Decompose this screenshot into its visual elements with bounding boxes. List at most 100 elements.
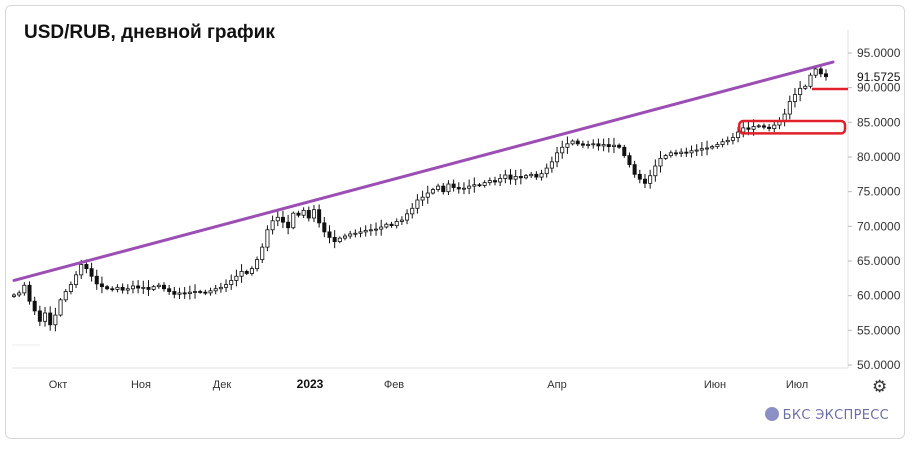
gear-icon[interactable]: ⚙ (872, 377, 888, 396)
candle (301, 207, 306, 219)
brand-mark-icon (764, 407, 779, 421)
y-tick-label: 65.0000 (857, 254, 901, 268)
candle (68, 281, 73, 295)
x-tick-label: Июл (786, 379, 808, 391)
candle (570, 139, 575, 146)
candle (327, 225, 332, 244)
candle (684, 147, 689, 157)
x-tick-label: Июн (704, 379, 726, 391)
candle (508, 169, 513, 185)
candle (332, 230, 337, 249)
y-tick-label: 75.0000 (857, 185, 901, 199)
candle (642, 173, 647, 189)
candle (705, 140, 710, 156)
candle (461, 182, 466, 195)
candle (115, 284, 120, 293)
last-price-label: 91.5725 (857, 70, 901, 84)
candle (203, 289, 208, 296)
candle (498, 173, 503, 187)
candle (430, 187, 435, 195)
candle (32, 296, 37, 315)
candle (110, 286, 115, 292)
candle (224, 279, 229, 293)
candle (715, 142, 720, 149)
candle (756, 124, 761, 129)
candle (53, 307, 58, 332)
candle (275, 211, 280, 227)
candle (441, 183, 446, 195)
candle (368, 223, 373, 236)
candle (544, 163, 549, 178)
candle (156, 282, 161, 289)
candle (792, 88, 797, 108)
candle (291, 211, 296, 230)
candle (767, 124, 772, 132)
candle (467, 179, 472, 195)
candle (141, 280, 146, 294)
candle (679, 148, 684, 157)
candle (146, 280, 151, 296)
candle (394, 218, 399, 229)
candle (777, 117, 782, 130)
highlight-box (737, 119, 847, 135)
candle (555, 146, 560, 168)
candle (549, 156, 554, 173)
candle (22, 282, 27, 296)
candle (63, 289, 68, 303)
candle (482, 180, 487, 188)
candle (120, 283, 125, 294)
candle (663, 153, 668, 160)
candle (374, 222, 379, 236)
candle (130, 280, 135, 294)
candles (11, 65, 829, 332)
candle (720, 138, 725, 148)
candle (798, 81, 803, 102)
candle (694, 144, 699, 157)
chart-card (5, 5, 905, 439)
candle (296, 210, 301, 218)
candle (710, 144, 715, 150)
candle (405, 209, 410, 225)
candle (730, 133, 735, 145)
candle (17, 290, 22, 298)
brand-logo: БКС ЭКСПРЕСС (764, 407, 889, 423)
candle (213, 284, 218, 295)
candle (725, 136, 730, 146)
candle (648, 169, 653, 189)
candle (265, 225, 270, 252)
candle (518, 169, 523, 185)
candle (177, 287, 182, 299)
candle (606, 137, 611, 153)
candle (787, 95, 792, 120)
candle (529, 171, 534, 178)
candle (105, 284, 110, 291)
candle (601, 138, 606, 152)
y-tick-label: 95.0000 (857, 46, 901, 60)
y-tick-label: 55.0000 (857, 323, 901, 337)
candle (782, 108, 787, 127)
trend-line (12, 60, 835, 282)
candle (586, 140, 591, 149)
candle (653, 159, 658, 182)
candle (524, 173, 529, 180)
candle (167, 284, 172, 295)
candle (513, 169, 518, 186)
candle (306, 206, 311, 222)
candle (58, 298, 63, 317)
y-tick-label: 85.0000 (857, 115, 901, 129)
candle (425, 185, 430, 204)
candle (565, 136, 570, 154)
y-tick-label: 70.0000 (857, 219, 901, 233)
candle (477, 183, 482, 187)
chart-title: USD/RUB, дневной график (24, 22, 275, 43)
candle (674, 149, 679, 157)
candle (193, 284, 198, 299)
candle (125, 284, 130, 295)
candle (596, 138, 601, 151)
candle (182, 287, 187, 299)
candle (74, 271, 79, 289)
candle (337, 236, 342, 244)
candle (260, 243, 265, 264)
candle (94, 269, 99, 290)
